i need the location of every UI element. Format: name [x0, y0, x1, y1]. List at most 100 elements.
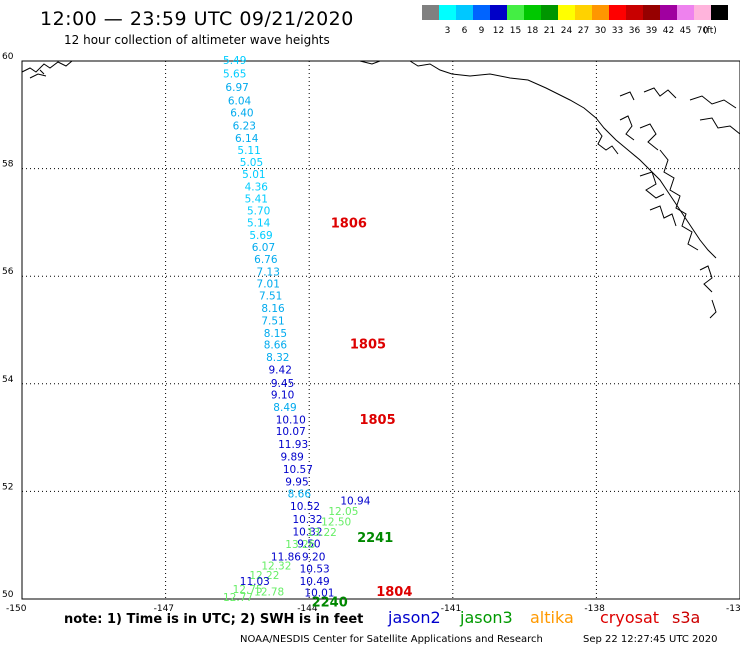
legend-swatch [694, 5, 711, 20]
swh-value-label: 12.50 [321, 517, 351, 529]
swh-value-label: 7.13 [257, 266, 280, 278]
lat-tick-label: 50 [2, 590, 14, 600]
lat-tick-label: 52 [2, 482, 13, 492]
legend-label: 27 [577, 26, 590, 36]
legend-unit: (ft) [703, 26, 717, 36]
lat-tick-label: 58 [2, 160, 14, 170]
swh-value-label: 5.01 [242, 169, 265, 181]
swh-value-label: 12.05 [328, 506, 358, 518]
swh-value-label: 5.14 [247, 217, 271, 229]
swh-value-label: 8.32 [266, 352, 289, 364]
legend-label: 18 [526, 26, 539, 36]
satellite-name: s3a [672, 608, 701, 627]
swh-value-label: 5.70 [247, 206, 270, 218]
generation-timestamp: Sep 22 12:27:45 UTC 2020 [583, 634, 718, 645]
legend-swatch [490, 5, 507, 20]
swh-value-label: 8.16 [261, 303, 285, 315]
lat-tick-label: 54 [2, 375, 14, 385]
legend-label: 30 [594, 26, 607, 36]
swh-value-label: 13.26 [285, 539, 315, 551]
lon-tick-label: -138 [584, 604, 605, 614]
legend-label: 42 [662, 26, 675, 36]
page-title: 12:00 — 23:59 UTC 09/21/2020 [40, 8, 354, 30]
swh-value-label: 9.42 [269, 364, 292, 376]
legend-label: 12 [492, 26, 505, 36]
lon-tick-label: -147 [154, 604, 174, 614]
swh-value-label: 12.78 [254, 587, 284, 599]
legend-swatch [422, 5, 439, 20]
legend-label: 33 [611, 26, 624, 36]
swh-value-label: 6.07 [252, 242, 275, 254]
swh-value-label: 10.53 [300, 563, 330, 575]
graticule [22, 61, 740, 599]
swh-value-label: 11.03 [240, 576, 270, 588]
swh-value-label: 5.65 [223, 68, 246, 80]
swh-value-label: 11.93 [278, 439, 308, 451]
pass-time-label: 2240 [312, 596, 348, 611]
legend-swatch [558, 5, 575, 20]
swh-value-label: 10.32 [292, 514, 322, 526]
swh-value-label: 10.52 [290, 501, 320, 513]
swh-value-label: 10.57 [283, 464, 313, 476]
swh-observations: 5.495.65 6.976.046.406.236.145.115.055.01… [223, 55, 371, 604]
swh-value-label: 12.75 [233, 584, 263, 596]
swh-value-label: 10.32 [292, 526, 322, 538]
swh-value-label: 6.14 [235, 133, 259, 145]
footer-note: note: 1) Time is in UTC; 2) SWH is in fe… [64, 612, 364, 627]
swh-value-label: 5.69 [249, 230, 272, 242]
legend-swatch [660, 5, 677, 20]
legend-label: 36 [628, 26, 641, 36]
swh-value-label: 6.76 [254, 254, 278, 266]
swh-value-label: 10.10 [276, 414, 306, 426]
swh-value-label: 11.86 [271, 552, 301, 564]
swh-value-label: 13.22 [307, 527, 337, 539]
legend-label: 70 [696, 26, 709, 36]
swh-value-label: 8.49 [273, 402, 296, 414]
swh-value-label: 12.22 [249, 570, 279, 582]
swh-value-label: 6.04 [228, 95, 252, 107]
legend-swatch [592, 5, 609, 20]
swh-value-label: 10.07 [276, 426, 306, 438]
swh-value-label: 5.41 [245, 193, 268, 205]
swh-value-label: 9.20 [302, 552, 325, 564]
legend-label: 21 [543, 26, 556, 36]
legend-label: 3 [444, 26, 451, 36]
legend-swatch [677, 5, 694, 20]
lon-tick-label: -141 [441, 604, 461, 614]
swh-value-label: 9.89 [280, 452, 303, 464]
swh-value-label: 9.10 [271, 390, 294, 402]
lon-tick-label: -144 [297, 604, 318, 614]
satellite-name: altika [530, 608, 574, 627]
map-frame [21, 60, 740, 600]
swh-value-label: 12.32 [261, 561, 291, 573]
legend-label: 9 [478, 26, 485, 36]
lon-tick-label: -13 [726, 604, 740, 614]
legend-swatch [473, 5, 490, 20]
swh-value-label: 10.01 [304, 588, 334, 600]
legend-swatch [524, 5, 541, 20]
swh-value-label: 8.15 [264, 328, 287, 340]
swh-value-label: 7.01 [257, 278, 280, 290]
swh-value-label: 7.51 [259, 291, 282, 303]
legend-label: 39 [645, 26, 658, 36]
lat-tick-label: 60 [2, 52, 14, 62]
swh-value-label: 6.97 [225, 82, 248, 94]
legend-swatch [609, 5, 626, 20]
satellite-name: cryosat [600, 608, 660, 627]
legend-swatch [575, 5, 592, 20]
swh-value-label: 5.11 [237, 145, 260, 157]
swh-value-label: 10.94 [340, 496, 370, 508]
legend-label: 24 [560, 26, 573, 36]
pass-time-label: 2241 [357, 531, 393, 546]
lon-tick-label: -150 [6, 604, 27, 614]
pass-time-label: 1805 [350, 337, 386, 352]
swh-value-label: 6.40 [230, 108, 253, 120]
legend-swatch [507, 5, 524, 20]
swh-value-label: 5.49 [223, 55, 246, 67]
pass-time-label: 1806 [331, 216, 367, 231]
swh-value-label: 10.49 [300, 576, 330, 588]
legend-swatch [541, 5, 558, 20]
satellite-name: jason3 [460, 608, 513, 627]
legend-swatch [439, 5, 456, 20]
